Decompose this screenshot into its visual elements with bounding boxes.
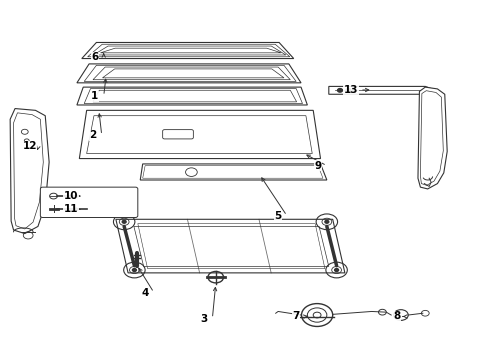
Polygon shape bbox=[329, 86, 435, 94]
Circle shape bbox=[335, 269, 339, 271]
Circle shape bbox=[132, 269, 136, 271]
Polygon shape bbox=[116, 219, 345, 273]
Polygon shape bbox=[140, 164, 327, 180]
Polygon shape bbox=[418, 87, 447, 189]
Text: 13: 13 bbox=[344, 85, 359, 95]
Text: 9: 9 bbox=[315, 161, 321, 171]
Text: 3: 3 bbox=[200, 314, 207, 324]
Text: 5: 5 bbox=[274, 211, 282, 221]
Text: 10: 10 bbox=[64, 191, 78, 201]
Circle shape bbox=[325, 220, 329, 223]
FancyBboxPatch shape bbox=[40, 187, 138, 217]
Polygon shape bbox=[77, 64, 301, 83]
Circle shape bbox=[346, 89, 351, 92]
Text: 8: 8 bbox=[393, 311, 401, 321]
Text: 1: 1 bbox=[91, 91, 98, 101]
Text: 7: 7 bbox=[293, 311, 300, 321]
Circle shape bbox=[122, 220, 126, 223]
Text: 4: 4 bbox=[142, 288, 149, 297]
Polygon shape bbox=[79, 111, 320, 158]
Polygon shape bbox=[10, 109, 49, 234]
Text: 11: 11 bbox=[64, 204, 78, 214]
Text: 2: 2 bbox=[89, 130, 97, 140]
Polygon shape bbox=[77, 87, 307, 105]
Circle shape bbox=[338, 89, 343, 92]
Text: 12: 12 bbox=[23, 141, 37, 151]
Polygon shape bbox=[82, 42, 294, 59]
Text: 6: 6 bbox=[91, 53, 98, 63]
